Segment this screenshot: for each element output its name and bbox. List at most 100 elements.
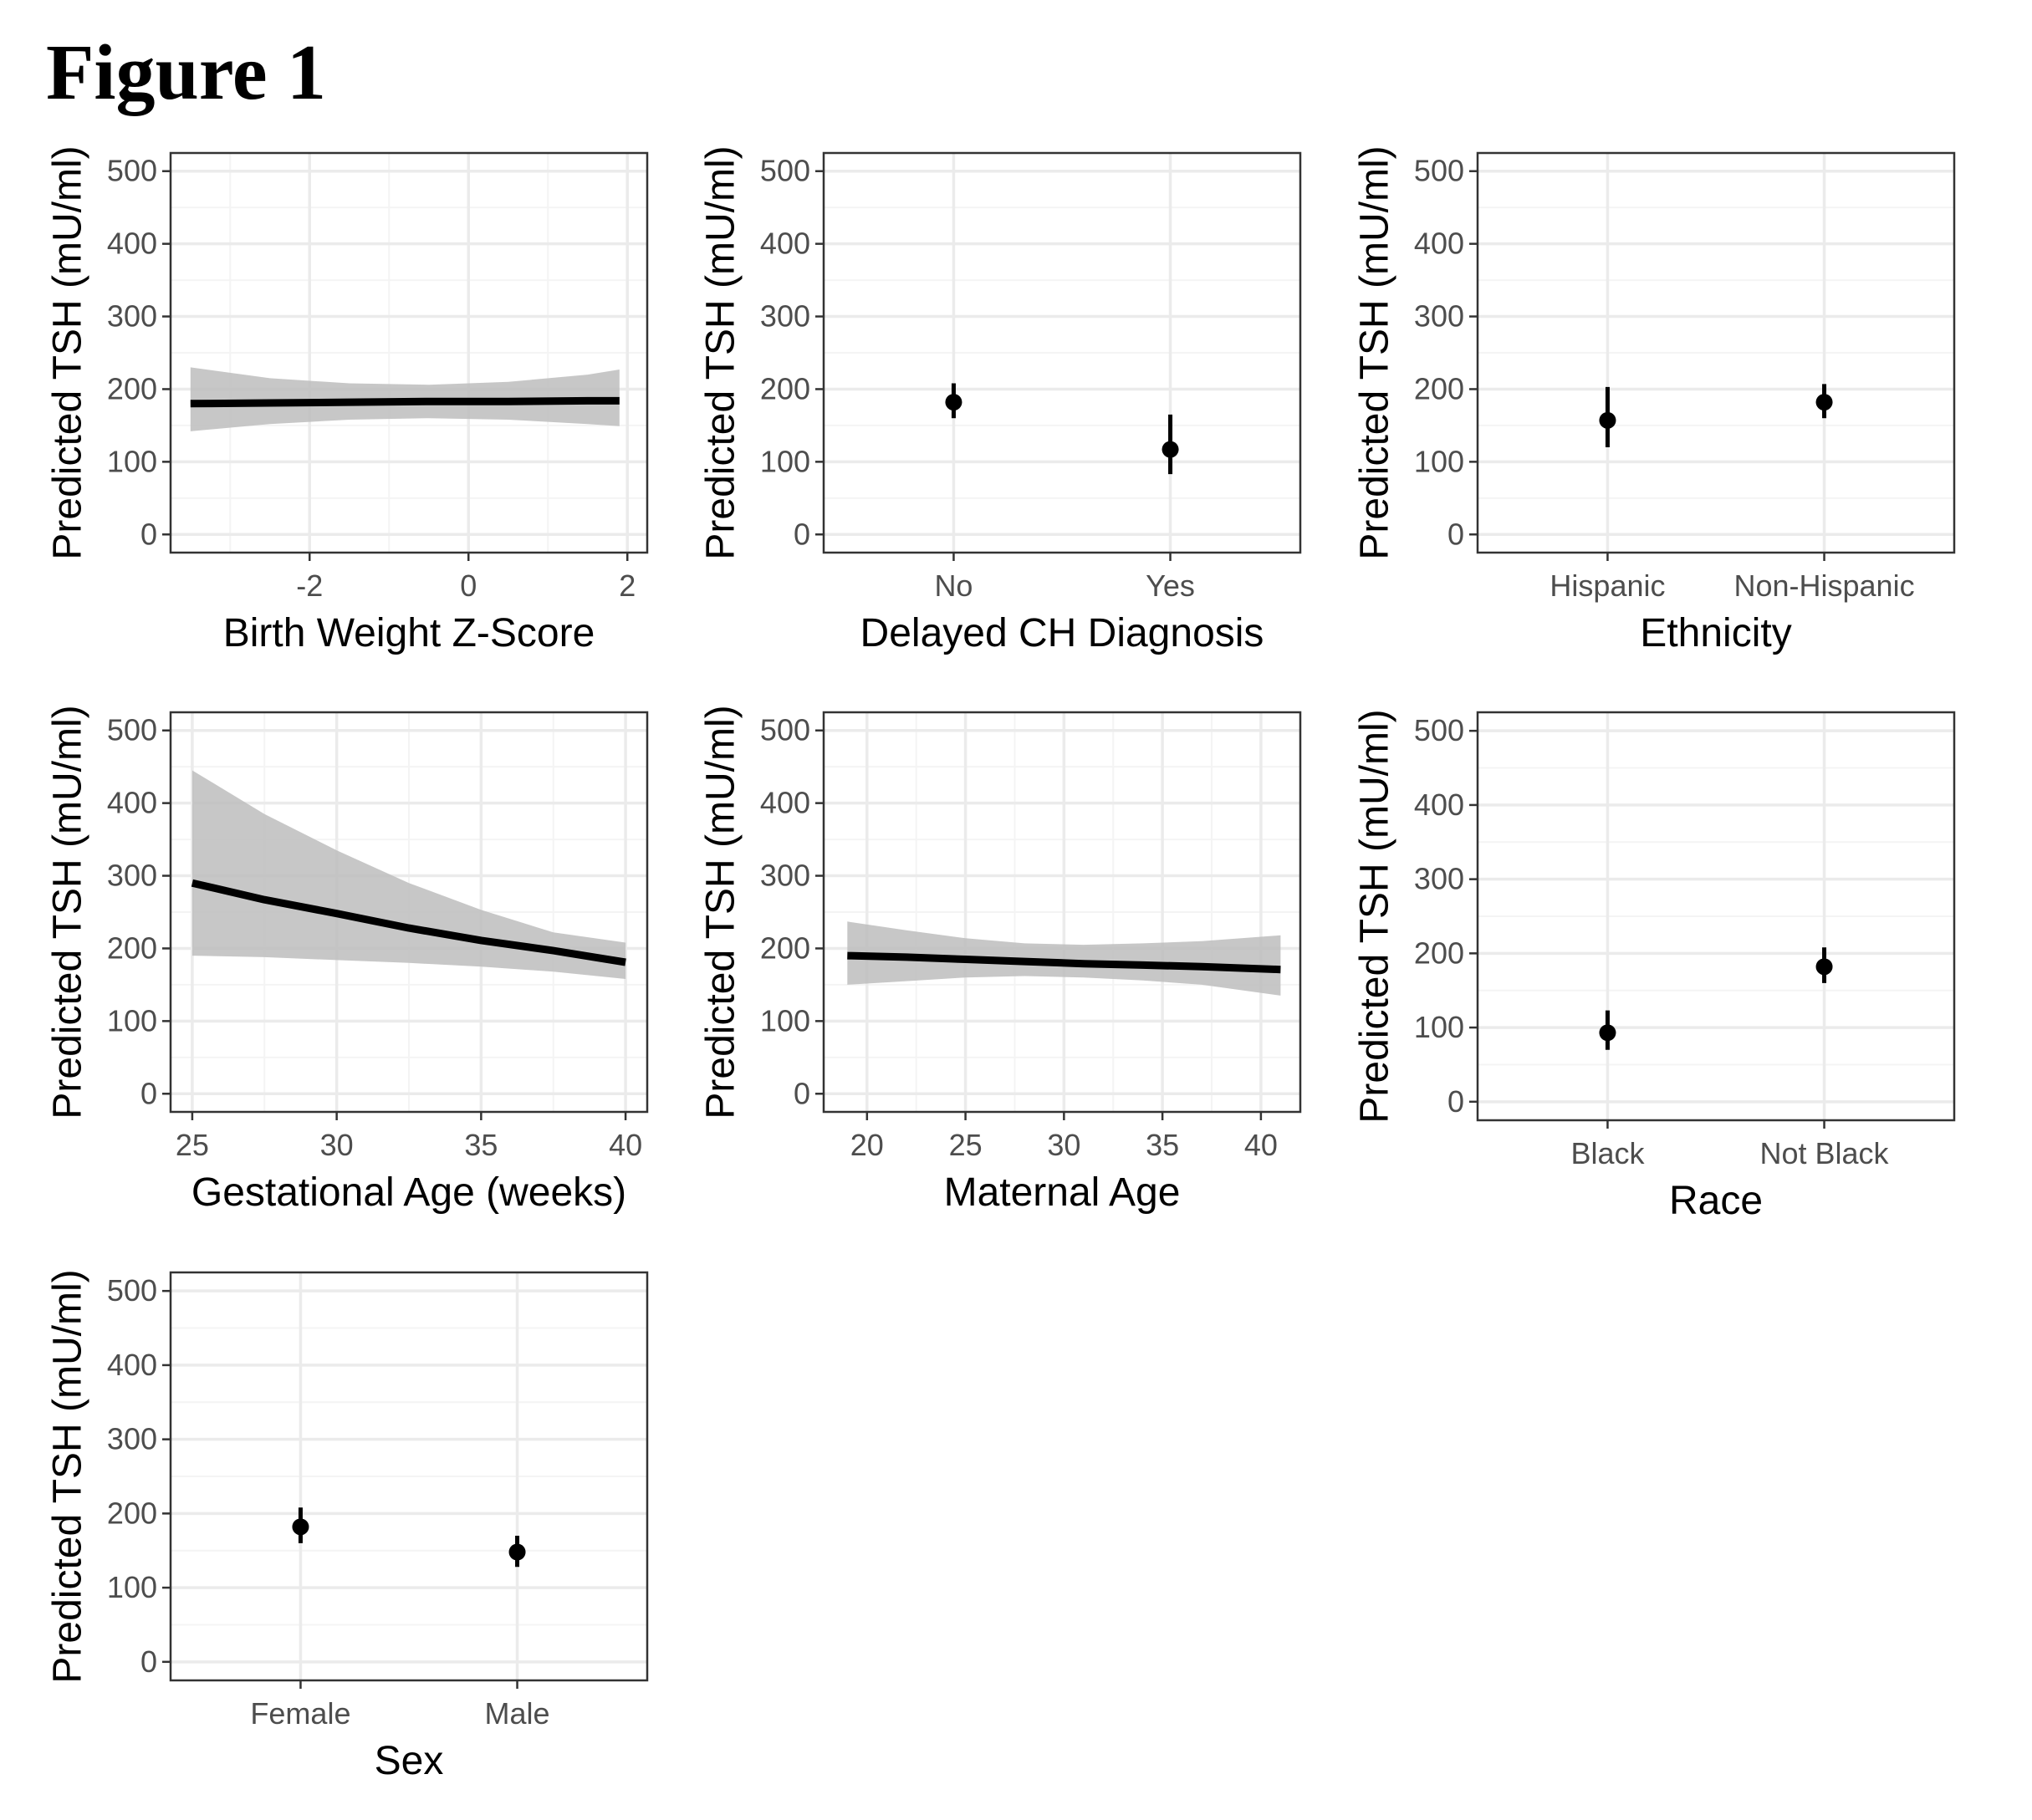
- data-point: [1815, 958, 1833, 976]
- x-tick-label: Non-Hispanic: [1733, 568, 1914, 603]
- x-axis-title: Ethnicity: [1640, 611, 1791, 655]
- figure-title: Figure 1: [46, 29, 326, 116]
- x-tick-label: No: [934, 568, 973, 603]
- x-axis-title: Race: [1669, 1179, 1763, 1223]
- y-tick-label: 0: [1447, 517, 1464, 551]
- y-tick-label: 300: [1414, 299, 1464, 334]
- y-tick-label: 200: [760, 371, 810, 405]
- x-tick-label: Black: [1570, 1136, 1645, 1170]
- y-tick-label: 300: [107, 1422, 157, 1456]
- x-tick-label: 40: [609, 1128, 642, 1162]
- x-axis-title: Maternal Age: [944, 1170, 1181, 1215]
- y-tick-label: 100: [107, 1003, 157, 1037]
- chart-panel-4: 0 100 200 300 400 500 25 30 35 40 Gestational Age …: [46, 705, 649, 1215]
- y-tick-label: 0: [794, 517, 810, 551]
- y-tick-label: 0: [140, 1076, 157, 1110]
- y-tick-label: 0: [140, 1644, 157, 1679]
- data-point: [508, 1543, 526, 1561]
- y-tick-label: 500: [107, 1273, 157, 1308]
- panel-border: [1476, 711, 1956, 1122]
- y-tick-label: 300: [1414, 862, 1464, 896]
- y-tick-label: 0: [794, 1076, 810, 1110]
- y-tick-label: 400: [1414, 227, 1464, 261]
- x-tick-label: 35: [464, 1128, 498, 1162]
- chart-panel-1: 0 100 200 300 400 500 -2 0 2 Birth Weight Z-Score…: [46, 145, 649, 655]
- y-tick-label: 0: [140, 517, 157, 551]
- y-tick-label: 300: [760, 859, 810, 893]
- chart-panel-5: 0 100 200 300 400 500 20 25 30 35 40 Maternal Age Pr…: [699, 705, 1302, 1215]
- y-tick-label: 300: [107, 859, 157, 893]
- y-axis-title: Predicted TSH (mU/ml): [1353, 145, 1397, 559]
- x-tick-label: Hispanic: [1550, 568, 1665, 603]
- x-tick-label: 30: [320, 1128, 354, 1162]
- y-tick-label: 500: [107, 154, 157, 188]
- x-axis-title: Birth Weight Z-Score: [223, 611, 595, 655]
- y-tick-label: 400: [760, 786, 810, 820]
- x-tick-label: -2: [296, 568, 323, 603]
- y-tick-label: 500: [760, 154, 810, 188]
- y-tick-label: 400: [107, 227, 157, 261]
- x-axis-title: Delayed CH Diagnosis: [860, 611, 1264, 655]
- y-tick-label: 100: [1414, 1010, 1464, 1044]
- x-tick-label: Not Black: [1760, 1136, 1890, 1170]
- y-tick-label: 500: [760, 713, 810, 747]
- panel-border: [822, 711, 1302, 1114]
- y-axis-title: Predicted TSH (mU/ml): [699, 705, 743, 1119]
- y-axis-title: Predicted TSH (mU/ml): [46, 1269, 90, 1683]
- y-tick-label: 500: [1414, 713, 1464, 747]
- y-tick-label: 200: [760, 930, 810, 965]
- x-tick-label: 2: [619, 568, 636, 603]
- chart-panel-6: 0 100 200 300 400 500 Black Not Black Race Predic…: [1353, 709, 1956, 1223]
- y-tick-label: 200: [1414, 371, 1464, 405]
- data-point: [1599, 1024, 1616, 1042]
- fit-line: [847, 951, 1281, 974]
- x-tick-label: 35: [1146, 1128, 1179, 1162]
- panel-border: [169, 151, 649, 554]
- data-point: [1162, 441, 1179, 458]
- chart-panel-3: 0 100 200 300 400 500 Hispanic Non-Hispanic Ethn…: [1353, 145, 1956, 655]
- y-tick-label: 300: [760, 299, 810, 334]
- y-axis-title: Predicted TSH (mU/ml): [46, 145, 90, 559]
- y-tick-label: 500: [107, 713, 157, 747]
- y-tick-label: 200: [107, 1496, 157, 1530]
- y-tick-label: 100: [1414, 444, 1464, 478]
- x-tick-label: Male: [485, 1696, 550, 1731]
- y-tick-label: 400: [1414, 788, 1464, 822]
- y-tick-label: 100: [107, 444, 157, 478]
- data-point: [1815, 394, 1833, 411]
- panel-border: [169, 711, 649, 1114]
- y-tick-label: 400: [760, 227, 810, 261]
- y-tick-label: 100: [107, 1570, 157, 1604]
- x-axis-title: Gestational Age (weeks): [191, 1170, 626, 1215]
- data-point: [292, 1518, 309, 1536]
- panel-border: [1476, 151, 1956, 554]
- panel-border: [822, 151, 1302, 554]
- chart-panel-7: 0 100 200 300 400 500 Female Male Sex Predicted T…: [46, 1269, 649, 1783]
- x-tick-label: 40: [1244, 1128, 1278, 1162]
- x-axis-title: Sex: [375, 1739, 444, 1783]
- y-tick-label: 400: [107, 1348, 157, 1382]
- data-point: [945, 394, 962, 411]
- y-tick-label: 500: [1414, 154, 1464, 188]
- confidence-ribbon: [847, 921, 1281, 996]
- x-tick-label: 20: [850, 1128, 884, 1162]
- y-tick-label: 0: [1447, 1084, 1464, 1119]
- y-tick-label: 300: [107, 299, 157, 334]
- y-tick-label: 100: [760, 444, 810, 478]
- x-tick-label: 25: [949, 1128, 983, 1162]
- y-axis-title: Predicted TSH (mU/ml): [1353, 709, 1397, 1123]
- x-tick-label: 25: [176, 1128, 209, 1162]
- confidence-ribbon: [191, 770, 626, 979]
- y-axis-title: Predicted TSH (mU/ml): [699, 145, 743, 559]
- fit-line: [190, 396, 620, 408]
- x-tick-label: 30: [1047, 1128, 1080, 1162]
- y-tick-label: 100: [760, 1003, 810, 1037]
- panel-border: [169, 1271, 649, 1682]
- x-tick-label: 0: [460, 568, 477, 603]
- chart-panel-2: 0 100 200 300 400 500 No Yes Delayed CH Diagnosi…: [699, 145, 1302, 655]
- y-tick-label: 200: [1414, 935, 1464, 970]
- x-tick-label: Female: [250, 1696, 350, 1731]
- y-axis-title: Predicted TSH (mU/ml): [46, 705, 90, 1119]
